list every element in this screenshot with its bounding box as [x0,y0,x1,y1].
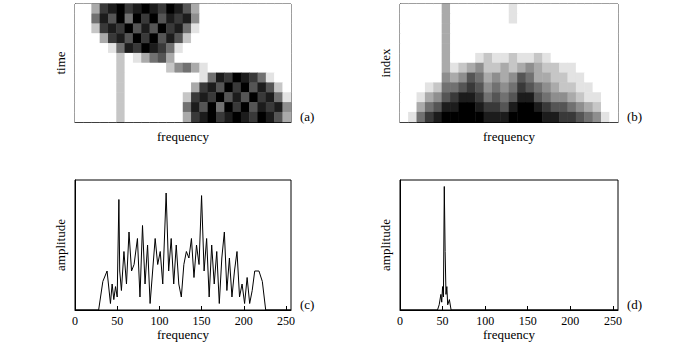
svg-text:(a): (a) [300,109,314,124]
svg-text:(b): (b) [627,109,642,124]
svg-text:200: 200 [561,314,579,328]
svg-text:50: 50 [437,314,449,328]
svg-text:frequency: frequency [483,327,535,342]
svg-text:100: 100 [476,314,494,328]
svg-text:(c): (c) [300,297,314,312]
svg-text:frequency: frequency [483,129,535,144]
svg-text:250: 250 [604,314,622,328]
svg-text:(d): (d) [627,297,642,312]
svg-text:index: index [378,48,393,77]
svg-text:150: 150 [519,314,537,328]
svg-text:50: 50 [111,314,123,328]
svg-text:150: 150 [193,314,211,328]
svg-text:frequency: frequency [157,129,209,144]
svg-text:100: 100 [150,314,168,328]
svg-text:amplitude: amplitude [378,219,393,271]
svg-text:time: time [53,51,68,74]
svg-text:0: 0 [397,314,403,328]
svg-text:0: 0 [72,314,78,328]
svg-text:amplitude: amplitude [53,219,68,271]
svg-text:frequency: frequency [157,327,209,342]
svg-text:250: 250 [277,314,295,328]
svg-text:200: 200 [235,314,253,328]
